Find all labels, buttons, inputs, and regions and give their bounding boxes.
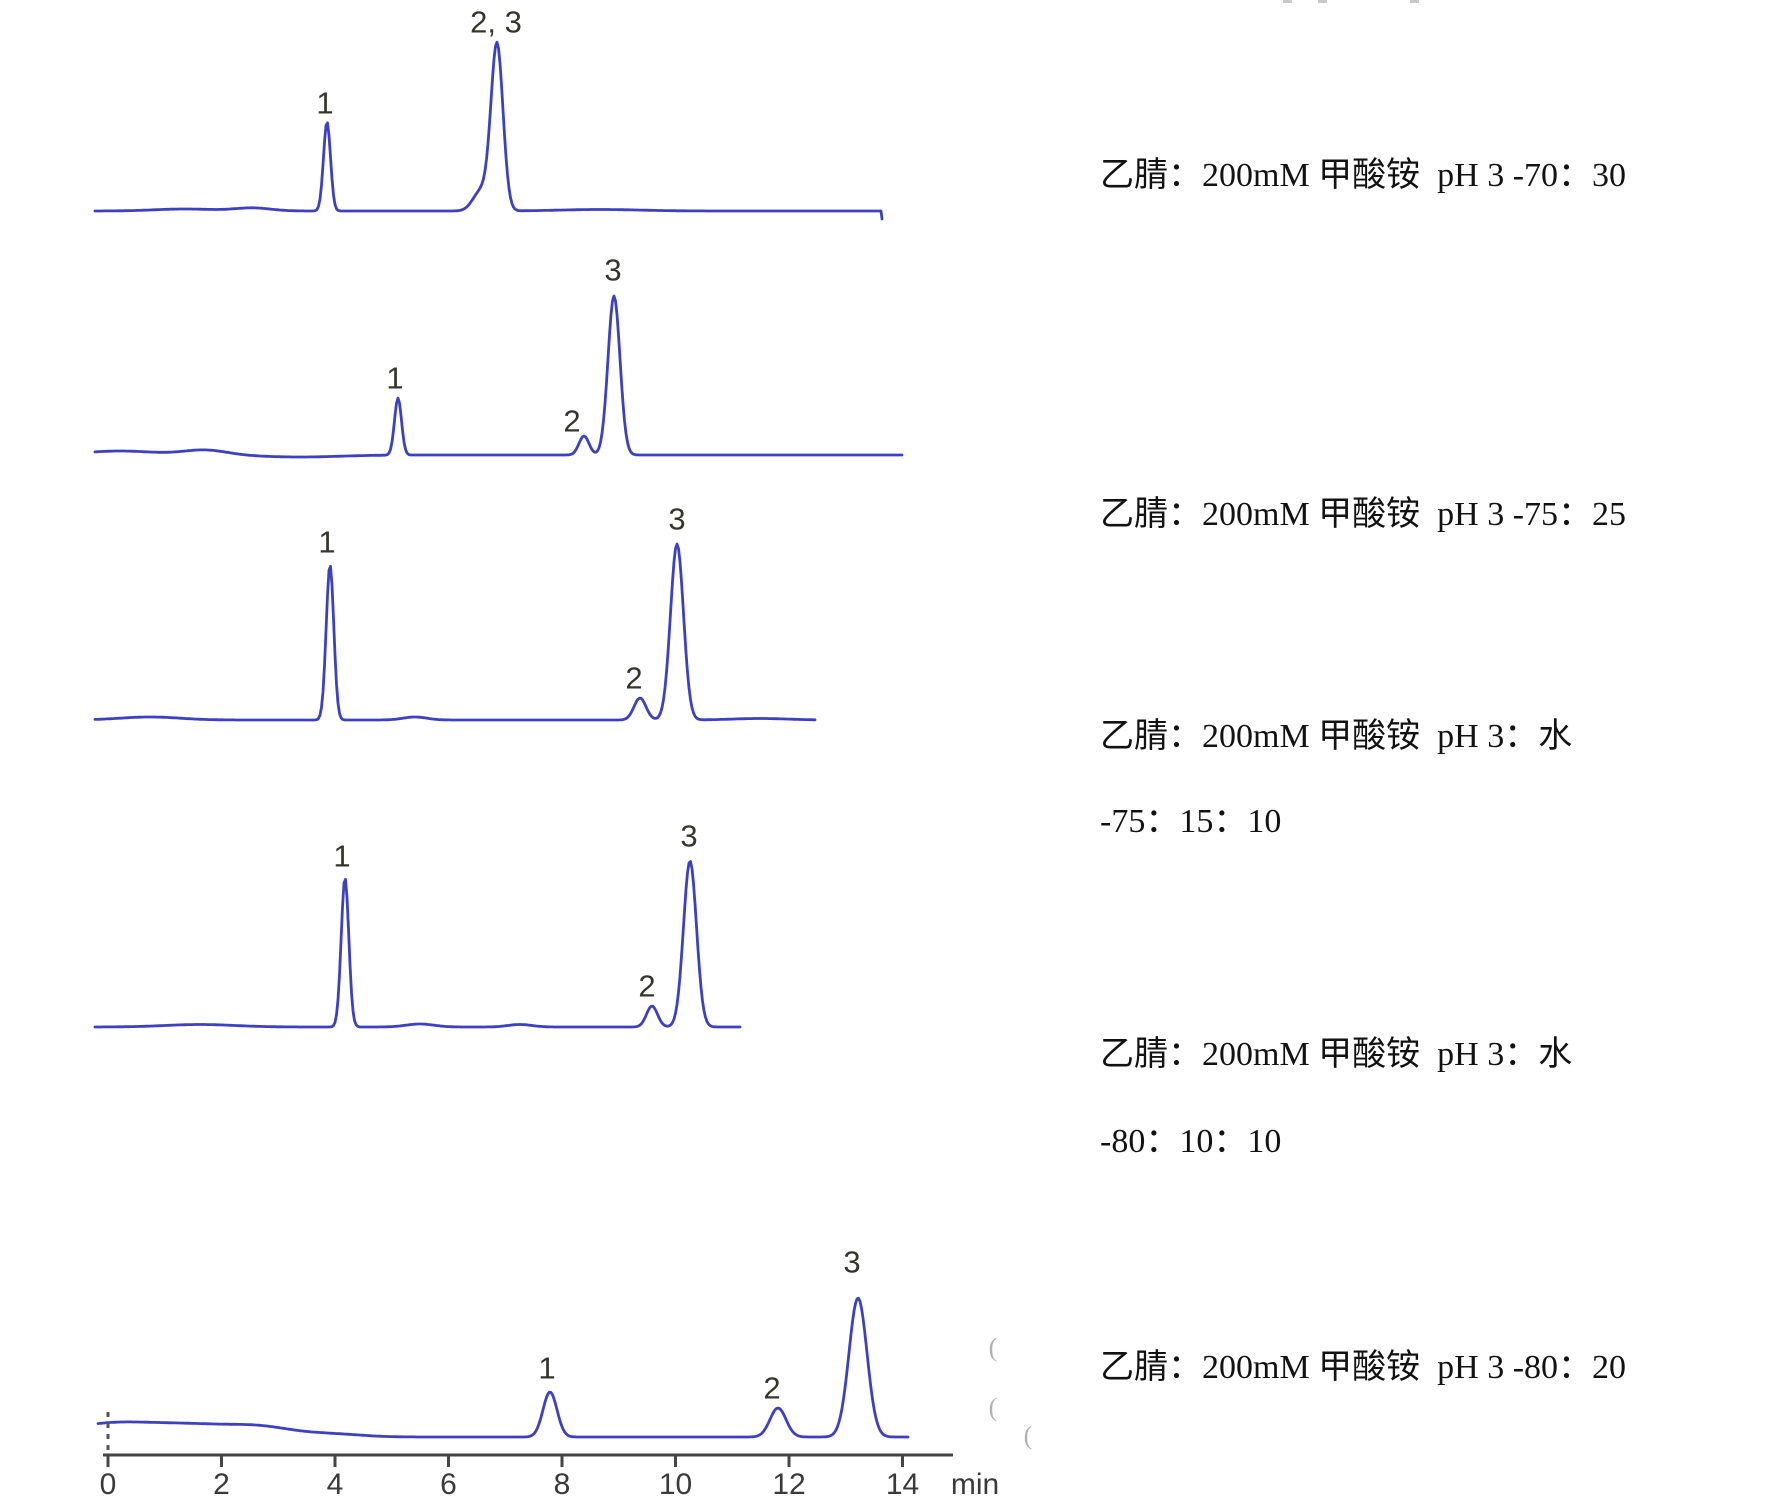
condition-3-line-1: 乙腈：200mM 甲酸铵 pH 3：水 <box>1100 717 1573 755</box>
chromatogram-3-trace-line <box>93 542 817 722</box>
y-axis-dotted-stub-dot <box>106 1445 110 1450</box>
chromatogram-2-peak-1-label: 1 <box>386 360 404 396</box>
chromatogram-2-peak-2-label: 2 <box>563 403 581 439</box>
chromatogram-1-trace-line <box>93 40 884 221</box>
x-axis-tick-label-14: 14 <box>885 1468 920 1501</box>
x-axis-tick-label-2: 2 <box>213 1468 230 1501</box>
x-axis-tick-label-8: 8 <box>553 1468 571 1501</box>
condition-3-line-2: -75：15：10 <box>1100 802 1282 840</box>
chromatogram-2-peak-3-label: 3 <box>604 252 622 288</box>
chromatogram-5-trace-line <box>96 1296 910 1439</box>
chromatogram-3-peak-1-label: 1 <box>318 524 336 560</box>
x-axis-tick-label-12: 12 <box>772 1468 806 1501</box>
chromatogram-5-peak-3-label: 3 <box>843 1244 861 1280</box>
top-edge-remnant-2 <box>1318 0 1327 3</box>
chromatogram-4-peak-3-label: 3 <box>680 818 698 854</box>
chromatogram-5-peak-2-label: 2 <box>763 1370 781 1406</box>
condition-5-line-1: 乙腈：200mM 甲酸铵 pH 3 -80：20 <box>1100 1348 1627 1386</box>
x-axis-tick-label-10: 10 <box>658 1468 693 1501</box>
chromatogram-4-trace-line <box>93 860 742 1029</box>
chromatogram-4-peak-1-label: 1 <box>333 838 351 874</box>
chromatogram-1-peak-23-label: 2, 3 <box>470 4 522 40</box>
x-axis-tick-label-0: 0 <box>99 1468 117 1501</box>
top-edge-remnant-3 <box>1410 0 1419 3</box>
x-axis-unit-label: min <box>950 1468 1000 1501</box>
chromatogram-5-peak-1-label: 1 <box>538 1350 556 1386</box>
condition-2-line-1: 乙腈：200mM 甲酸铵 pH 3 -75：25 <box>1100 495 1627 533</box>
condition-1-line-1: 乙腈：200mM 甲酸铵 pH 3 -70：30 <box>1100 156 1627 194</box>
chromatogram-4-peak-2-label: 2 <box>638 968 656 1004</box>
chromatogram-2-trace-line <box>93 294 904 459</box>
condition-4-line-2: -80：10：10 <box>1100 1122 1282 1160</box>
y-axis-dotted-stub-dot <box>106 1434 110 1439</box>
x-axis-tick-label-6: 6 <box>440 1468 457 1501</box>
top-edge-remnant-1 <box>1283 0 1292 3</box>
chromatogram-1-peak-1-label: 1 <box>316 85 334 121</box>
chromatogram-3-peak-3-label: 3 <box>668 501 686 537</box>
x-axis-tick-label-4: 4 <box>326 1468 344 1501</box>
chromatogram-3-peak-2-label: 2 <box>625 660 643 696</box>
y-axis-dotted-stub-dot <box>106 1412 110 1417</box>
y-axis-dotted-stub-dot <box>106 1423 110 1428</box>
cropped-glyph-remnant-2: ( <box>988 1393 998 1422</box>
cropped-glyph-remnant-3: ( <box>1023 1421 1033 1450</box>
condition-4-line-1: 乙腈：200mM 甲酸铵 pH 3：水 <box>1100 1035 1573 1073</box>
cropped-glyph-remnant-1: ( <box>988 1333 998 1362</box>
